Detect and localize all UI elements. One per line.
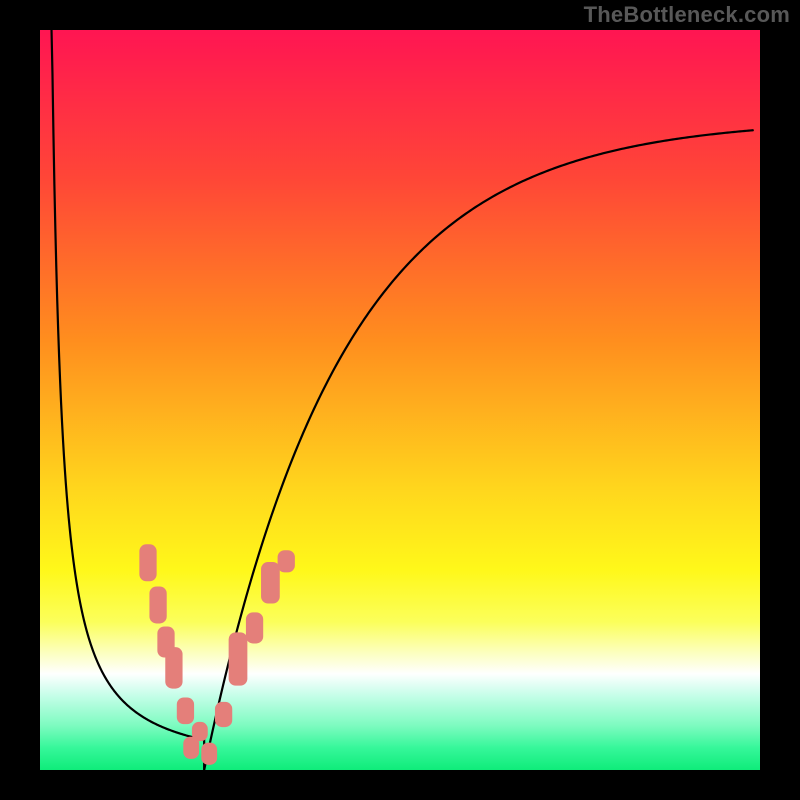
marker — [278, 550, 295, 572]
marker — [139, 544, 156, 581]
marker — [177, 697, 194, 724]
marker — [215, 702, 232, 727]
marker — [229, 632, 248, 685]
marker — [149, 586, 166, 623]
marker — [165, 647, 182, 688]
marker — [246, 612, 263, 643]
stage: TheBottleneck.com — [0, 0, 800, 800]
marker — [261, 562, 280, 603]
plot-background — [40, 30, 760, 770]
marker — [201, 743, 217, 765]
marker — [192, 722, 208, 741]
bottleneck-chart — [0, 0, 800, 800]
